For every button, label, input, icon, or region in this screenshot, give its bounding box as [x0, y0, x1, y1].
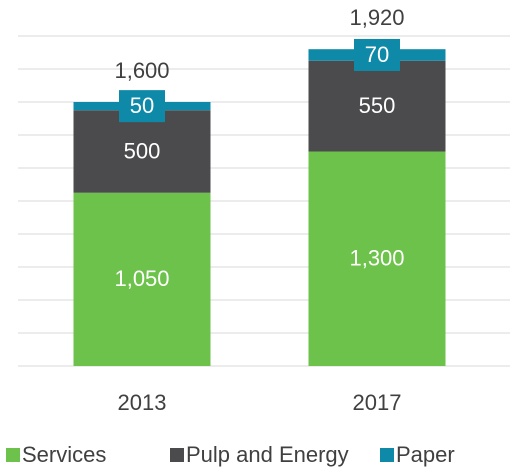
bar-segment: [308, 60, 446, 152]
value-label: 1,300: [349, 246, 404, 271]
value-label: 50: [130, 93, 154, 118]
legend-label: Services: [22, 442, 106, 467]
legend-swatch: [380, 448, 394, 462]
bar-segment: [73, 192, 211, 366]
x-tick-label: 2017: [353, 390, 402, 415]
value-label: 70: [365, 42, 389, 67]
value-label: 500: [124, 138, 161, 163]
total-label: 1,600: [114, 58, 169, 83]
total-label: 1,920: [349, 5, 404, 30]
bar-segment: [73, 110, 211, 193]
value-label: 1,050: [114, 266, 169, 291]
legend-label: Paper: [396, 442, 455, 467]
label-box: [354, 38, 400, 71]
legend-swatch: [6, 448, 20, 462]
x-tick-label: 2013: [118, 390, 167, 415]
label-box: [119, 90, 165, 123]
legend-label: Pulp and Energy: [186, 442, 349, 467]
bar-segment: [308, 151, 446, 366]
legend-swatch: [170, 448, 184, 462]
value-label: 550: [359, 93, 396, 118]
